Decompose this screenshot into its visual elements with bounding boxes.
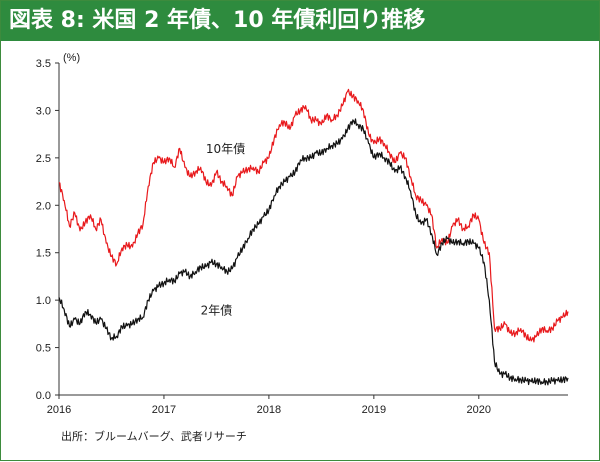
series-group bbox=[58, 88, 569, 386]
series-labels: 10年債 2年債 bbox=[201, 141, 246, 317]
y-tick-label: 3.5 bbox=[36, 58, 51, 70]
y-tick-label: 1.0 bbox=[36, 295, 51, 307]
y-tick-label: 0.5 bbox=[36, 343, 51, 355]
source-note: 出所：ブルームバーグ、武者リサーチ bbox=[61, 430, 247, 443]
y-unit-label: (%) bbox=[63, 52, 80, 64]
x-tick-label: 2020 bbox=[467, 404, 491, 416]
axes: 0.0 0.5 1.0 1.5 2.0 2.5 3.0 3.5 (%) 2016 2017 2018 2… bbox=[36, 52, 568, 416]
chart-title: 図表 8: 米国 2 年債、10 年債利回り推移 bbox=[1, 1, 599, 41]
x-tick-label: 2018 bbox=[257, 404, 281, 416]
x-tick-label: 2017 bbox=[152, 404, 176, 416]
y-tick-label: 3.0 bbox=[36, 105, 51, 117]
x-tick-label: 2019 bbox=[362, 404, 386, 416]
y-tick-label: 2.5 bbox=[36, 153, 51, 165]
label-10y: 10年債 bbox=[206, 141, 245, 156]
y-tick-label: 1.5 bbox=[36, 248, 51, 260]
y-tick-label: 2.0 bbox=[36, 200, 51, 212]
series-line-2y bbox=[58, 118, 569, 386]
label-2y: 2年債 bbox=[201, 302, 233, 317]
series-line-10y bbox=[58, 88, 569, 343]
x-tick-label: 2016 bbox=[47, 404, 71, 416]
y-tick-label: 0.0 bbox=[36, 390, 51, 402]
